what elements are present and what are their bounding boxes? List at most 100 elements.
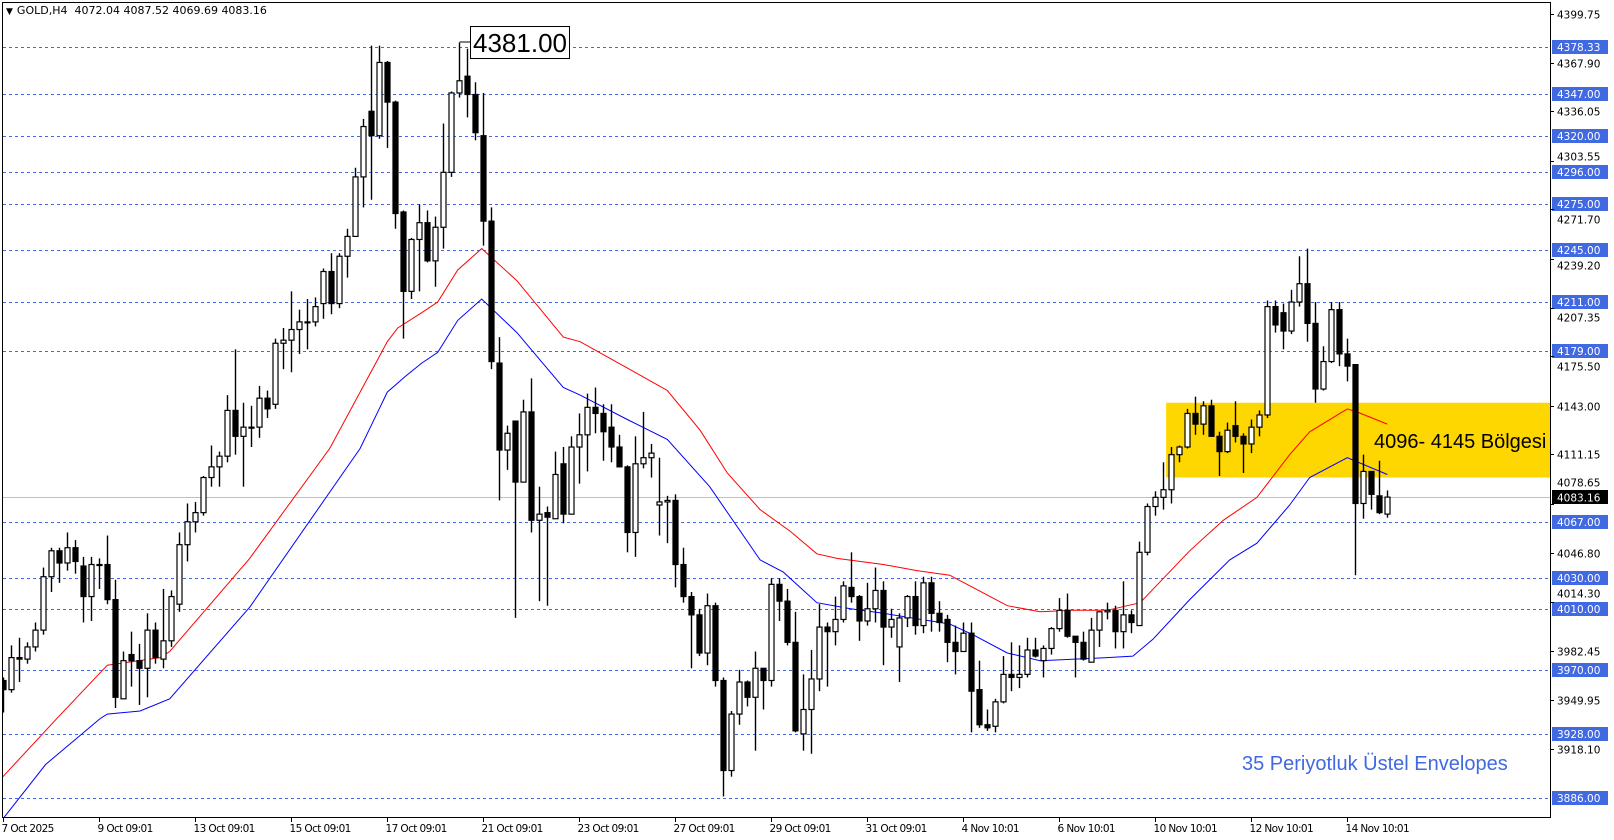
candle[interactable] bbox=[256, 385, 263, 438]
candle[interactable] bbox=[496, 337, 503, 501]
candle[interactable] bbox=[1024, 637, 1031, 678]
candle[interactable] bbox=[144, 613, 151, 698]
candle[interactable] bbox=[1032, 637, 1039, 658]
candle[interactable] bbox=[760, 667, 767, 710]
candle[interactable] bbox=[1048, 627, 1055, 655]
candle[interactable] bbox=[32, 622, 39, 652]
candle[interactable] bbox=[536, 486, 543, 602]
candle[interactable] bbox=[656, 457, 663, 536]
candle[interactable] bbox=[1096, 611, 1103, 647]
candle[interactable] bbox=[680, 547, 687, 603]
candle[interactable] bbox=[16, 637, 23, 683]
candle[interactable] bbox=[152, 622, 159, 664]
candle[interactable] bbox=[664, 495, 671, 544]
candle[interactable] bbox=[296, 309, 303, 354]
candle[interactable] bbox=[1064, 593, 1071, 638]
candle[interactable] bbox=[1344, 338, 1351, 382]
candle[interactable] bbox=[960, 622, 967, 653]
candle[interactable] bbox=[1384, 490, 1391, 518]
candle[interactable] bbox=[736, 669, 743, 725]
candle[interactable] bbox=[1176, 445, 1183, 463]
candle[interactable] bbox=[576, 413, 583, 484]
candle[interactable] bbox=[1112, 605, 1119, 649]
candle[interactable] bbox=[856, 595, 863, 641]
candle[interactable] bbox=[1144, 503, 1151, 556]
candle[interactable] bbox=[824, 622, 831, 687]
candle[interactable] bbox=[752, 651, 759, 751]
candle[interactable] bbox=[312, 297, 319, 327]
candle[interactable] bbox=[224, 395, 231, 463]
candle[interactable] bbox=[240, 402, 247, 487]
candle[interactable] bbox=[1232, 401, 1239, 443]
candle[interactable] bbox=[336, 253, 343, 309]
candle[interactable] bbox=[688, 591, 695, 669]
candle[interactable] bbox=[416, 204, 423, 292]
candle[interactable] bbox=[584, 393, 591, 472]
candle[interactable] bbox=[864, 582, 871, 626]
candle[interactable] bbox=[1184, 408, 1191, 449]
candle[interactable] bbox=[944, 614, 951, 663]
candle[interactable] bbox=[1312, 302, 1319, 403]
candle[interactable] bbox=[208, 445, 215, 487]
candle[interactable] bbox=[624, 465, 631, 553]
candle[interactable] bbox=[544, 506, 551, 606]
candle[interactable] bbox=[72, 540, 79, 574]
candle[interactable] bbox=[1088, 617, 1095, 663]
candle[interactable] bbox=[816, 604, 823, 692]
candle[interactable] bbox=[1160, 462, 1167, 510]
candle[interactable] bbox=[1360, 454, 1367, 519]
candle[interactable] bbox=[176, 532, 183, 612]
candle[interactable] bbox=[1192, 396, 1199, 435]
candle[interactable] bbox=[216, 451, 223, 487]
candle[interactable] bbox=[432, 216, 439, 287]
candle[interactable] bbox=[1240, 433, 1247, 473]
candle[interactable] bbox=[112, 579, 119, 708]
candle[interactable] bbox=[1280, 303, 1287, 350]
candle[interactable] bbox=[360, 118, 367, 208]
candle[interactable] bbox=[272, 338, 279, 409]
candle[interactable] bbox=[128, 631, 135, 687]
candle[interactable] bbox=[1304, 248, 1311, 342]
candle[interactable] bbox=[592, 387, 599, 434]
candle[interactable] bbox=[1128, 610, 1135, 634]
candle[interactable] bbox=[248, 405, 255, 448]
candle[interactable] bbox=[1008, 642, 1015, 692]
high-marker-box[interactable] bbox=[470, 26, 570, 59]
candle[interactable] bbox=[920, 576, 927, 634]
candle[interactable] bbox=[400, 210, 407, 339]
candle[interactable] bbox=[992, 698, 999, 733]
candle[interactable] bbox=[632, 436, 639, 557]
candle[interactable] bbox=[896, 613, 903, 683]
candle[interactable] bbox=[712, 602, 719, 687]
candle[interactable] bbox=[904, 595, 911, 628]
candle[interactable] bbox=[464, 48, 471, 118]
candle[interactable] bbox=[1104, 602, 1111, 620]
candle[interactable] bbox=[672, 494, 679, 588]
candle[interactable] bbox=[1376, 460, 1383, 515]
candle[interactable] bbox=[608, 404, 615, 463]
candle[interactable] bbox=[456, 42, 463, 98]
candle[interactable] bbox=[1296, 256, 1303, 307]
candle[interactable] bbox=[504, 425, 511, 470]
candle[interactable] bbox=[264, 390, 271, 419]
candle[interactable] bbox=[1016, 645, 1023, 689]
candle[interactable] bbox=[48, 547, 55, 592]
candle[interactable] bbox=[96, 558, 103, 589]
candle[interactable] bbox=[120, 651, 127, 700]
candle[interactable] bbox=[1248, 419, 1255, 454]
candle[interactable] bbox=[448, 91, 455, 177]
candle[interactable] bbox=[512, 420, 519, 618]
candle[interactable] bbox=[1336, 302, 1343, 367]
candle[interactable] bbox=[1224, 422, 1231, 454]
candle[interactable] bbox=[720, 677, 727, 797]
candle[interactable] bbox=[552, 451, 559, 520]
candle[interactable] bbox=[384, 60, 391, 148]
candle[interactable] bbox=[200, 476, 207, 516]
candle[interactable] bbox=[648, 443, 655, 478]
candle[interactable] bbox=[1000, 656, 1007, 704]
candle[interactable] bbox=[888, 608, 895, 638]
candle[interactable] bbox=[488, 207, 495, 370]
candle[interactable] bbox=[704, 593, 711, 666]
candle[interactable] bbox=[424, 210, 431, 263]
